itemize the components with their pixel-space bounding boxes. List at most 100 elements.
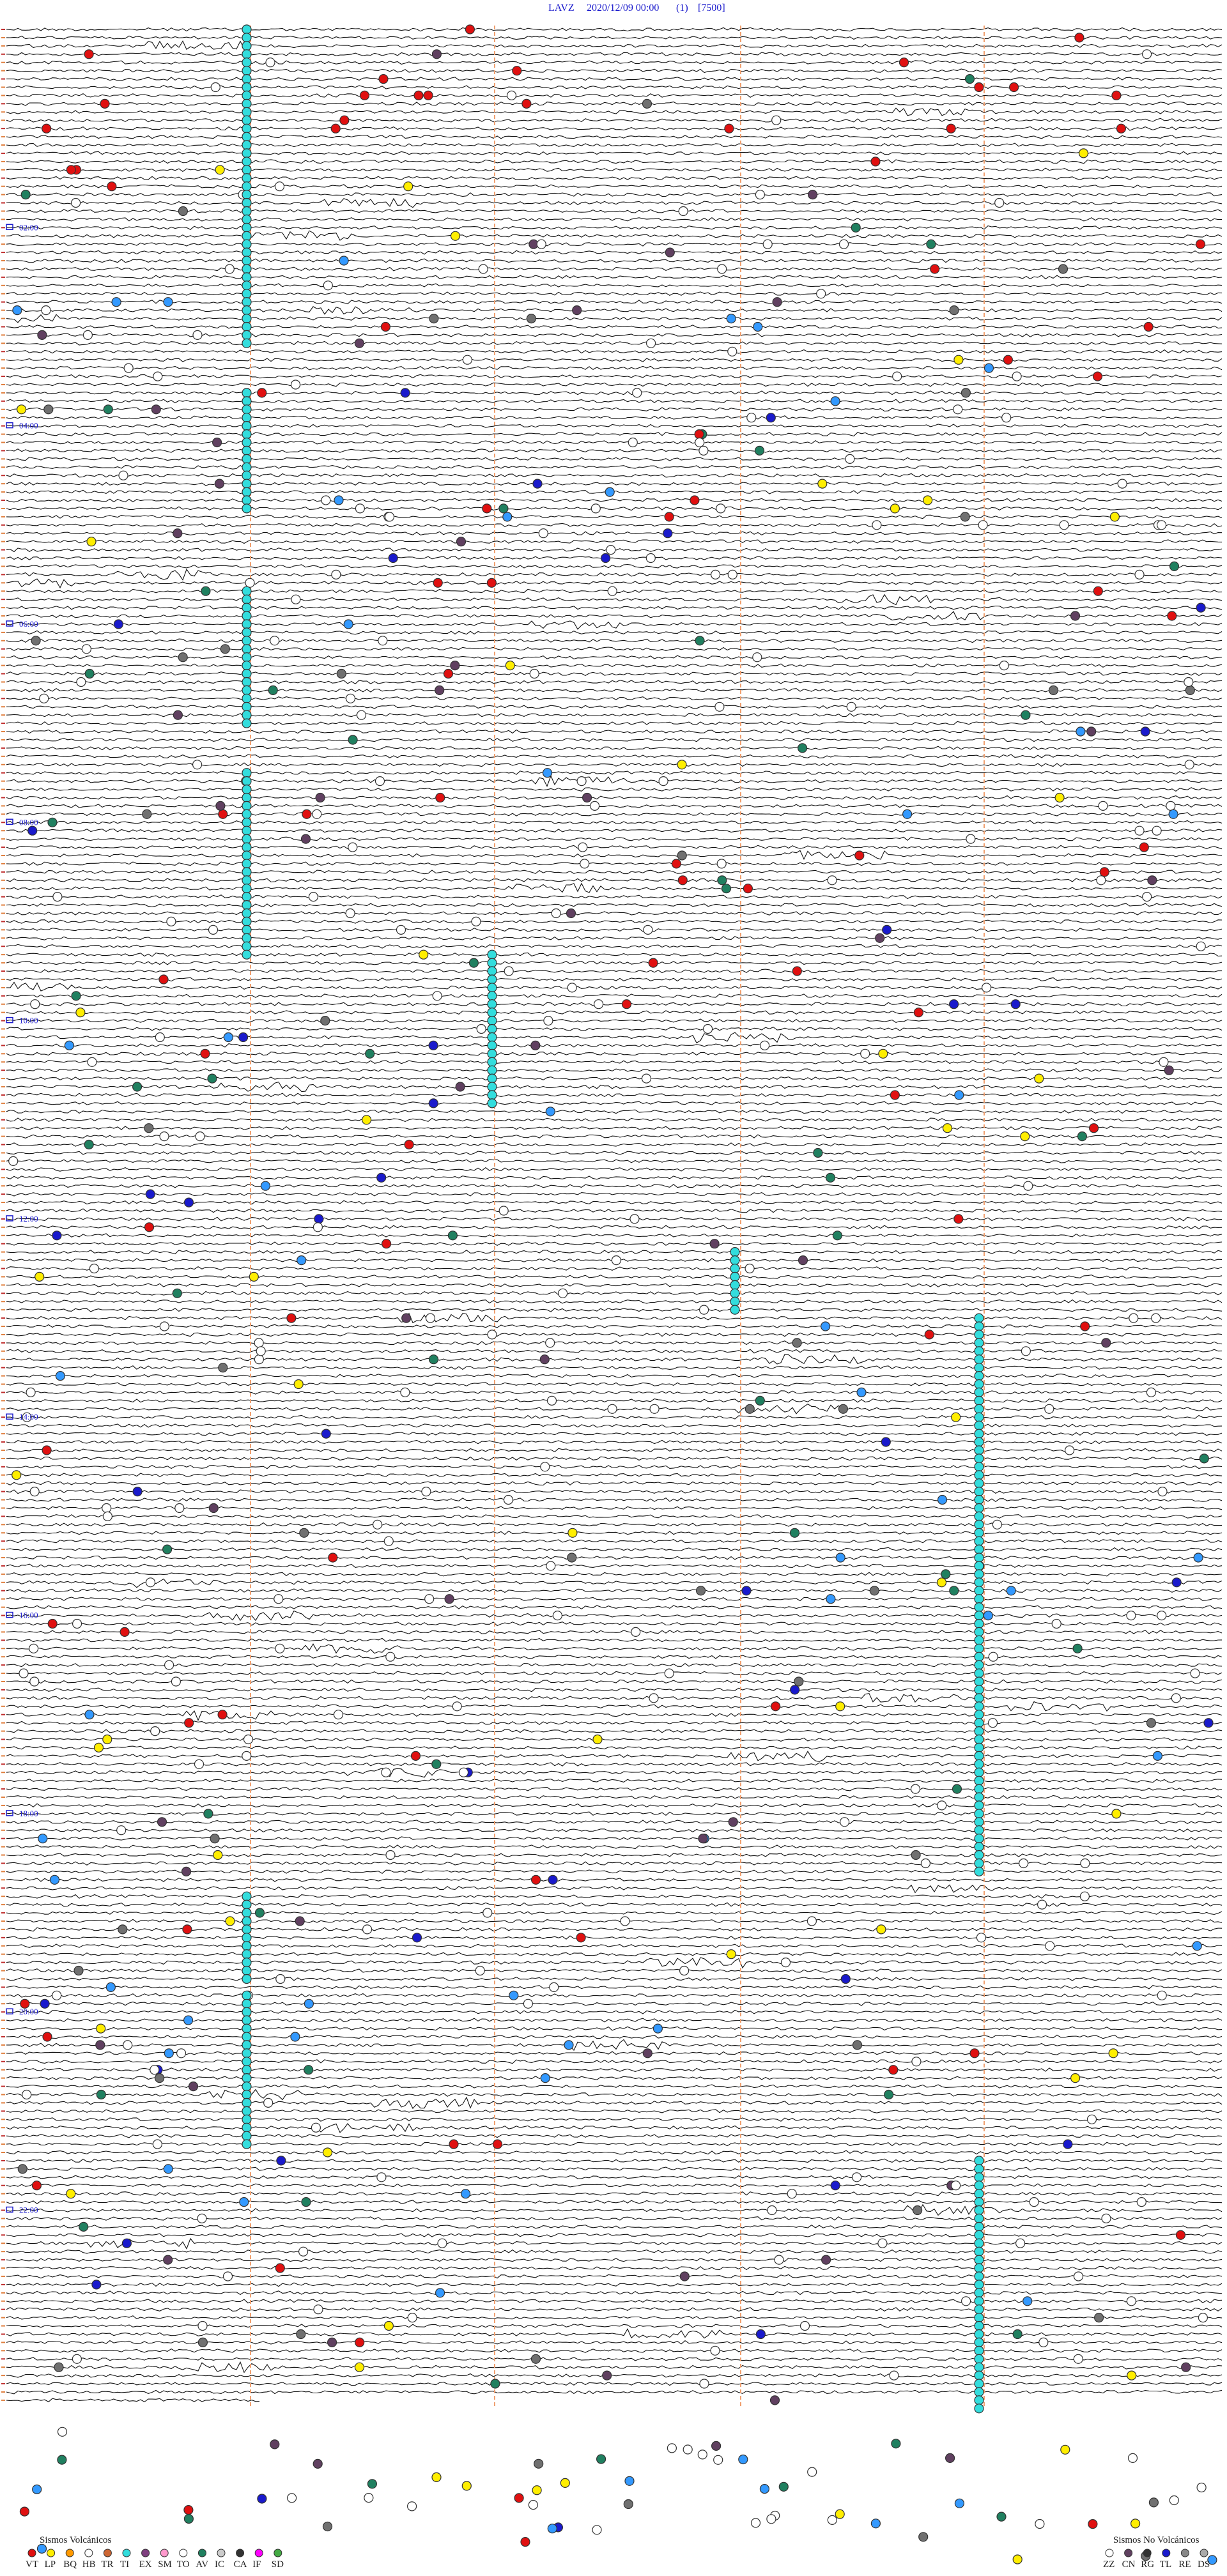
event-marker [242,1998,252,2009]
hour-flag [6,2008,13,2014]
event-marker [817,479,828,489]
trace [6,2225,1223,2229]
tick [1,202,5,204]
event-marker [902,809,913,819]
event-marker [178,206,188,217]
event-marker [72,1618,82,1629]
event-marker [113,619,123,629]
event-marker [242,850,252,861]
trace [6,1993,1223,1998]
event-marker [567,1552,577,1563]
event-marker [1021,1346,1031,1356]
event-marker [84,1710,95,1720]
trace [6,258,1223,263]
event-marker [1045,1941,1055,1951]
trace [6,1340,1223,1346]
event-marker [1059,520,1069,530]
event-marker [1037,1899,1047,1910]
legend: VT LP BQ HB TR TI EX SM TO AV IC CA IF SD ZZ CN RG TL RE DS [26,2549,1210,2570]
event-marker [437,2238,447,2248]
event-marker [825,1172,836,1183]
event-marker [974,1693,984,1703]
event-marker [974,2288,984,2298]
tick [1,2358,5,2360]
event-marker [55,1371,66,1381]
trace [6,1701,1223,1712]
event-marker [910,1784,921,1794]
event-marker [891,2439,901,2449]
trace [6,787,1223,792]
trace [6,1225,1223,1230]
event-marker [884,2089,894,2100]
event-marker [1111,90,1122,100]
event-marker [974,1652,984,1662]
event-marker [242,1958,252,1968]
trace [6,1530,1223,1535]
event-marker [396,924,406,935]
trace [6,671,1223,677]
event-marker [981,983,992,993]
trace [6,84,1223,89]
tick [1,2375,5,2377]
event-marker [428,1040,438,1051]
event-marker [256,1346,266,1356]
event-marker [770,1701,781,1712]
event-marker [838,239,849,249]
hour-label: 22:00 [19,2205,38,2215]
event-marker [242,924,252,935]
trace [6,349,1223,354]
event-marker [242,214,252,224]
event-marker [1070,611,1081,621]
tick [1,1193,5,1195]
event-marker [163,2164,173,2174]
event-marker [974,1627,984,1637]
event-marker [242,594,252,604]
tick [1,2333,5,2335]
tick [1,103,5,105]
event-marker [1088,1123,1099,1133]
tick [1,1846,5,1848]
event-marker [974,2280,984,2290]
event-marker [974,2156,984,2166]
event-marker [81,644,91,654]
tick [1,1656,5,1658]
event-marker [242,586,252,596]
event-marker [920,1858,931,1869]
trace [6,1836,1223,1841]
event-marker [1167,611,1177,621]
tick [1,797,5,799]
event-marker [974,2213,984,2223]
event-marker [487,966,497,976]
trace [6,2076,1223,2080]
tick [1,698,5,700]
event-marker [552,1611,563,1621]
event-marker [1012,2329,1022,2340]
trace [6,225,1223,230]
event-marker [952,1784,962,1794]
trace [6,333,1223,337]
trace [6,969,1223,974]
event-marker [487,991,497,1001]
event-marker [66,165,76,175]
event-marker [118,1924,128,1935]
tick [1,954,5,956]
tick [1,293,5,295]
event-marker [242,66,252,76]
tick [1,53,5,55]
event-marker [974,1676,984,1687]
legend-code: TO [177,2559,190,2570]
trace [6,1068,1223,1073]
event-marker [1171,1693,1181,1703]
event-marker [157,1817,167,1827]
event-marker [297,1255,307,1266]
event-marker [1064,1445,1075,1455]
event-marker [551,908,561,919]
trace [6,184,1223,189]
trace [6,775,1223,787]
event-marker [974,1842,984,1852]
event-marker [144,1123,154,1133]
event-marker [29,1487,40,1497]
tick [1,1209,5,1211]
event-marker [164,1660,174,1670]
legend-marker [1200,2549,1208,2557]
